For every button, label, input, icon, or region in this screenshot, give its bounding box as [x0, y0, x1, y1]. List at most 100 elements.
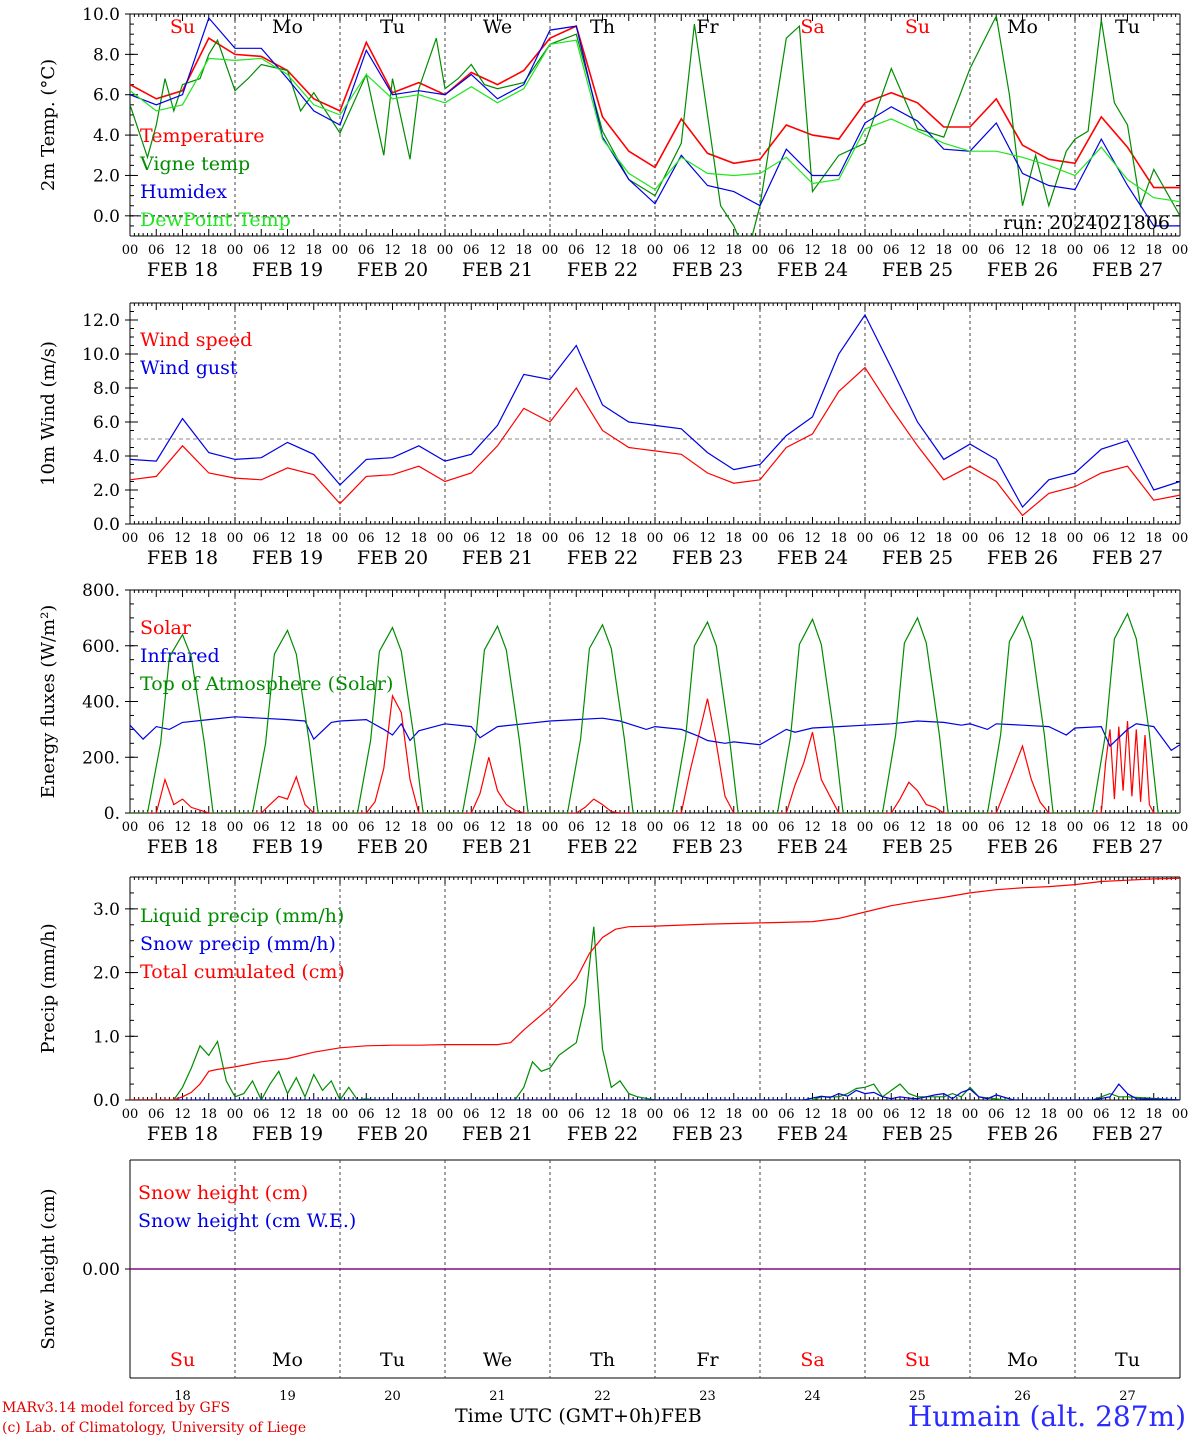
hour-tick-label: 00 — [122, 531, 139, 546]
hour-tick-label: 12 — [804, 531, 821, 546]
hour-tick-label: 18 — [1040, 531, 1057, 546]
day-number: 27 — [1119, 1389, 1136, 1404]
y-tick-label: 1.0 — [93, 1027, 120, 1047]
hour-tick-label: 18 — [830, 243, 847, 258]
hour-tick-label: 00 — [1067, 531, 1084, 546]
hour-tick-label: 18 — [935, 243, 952, 258]
y-tick-label: 600. — [82, 637, 120, 657]
date-label: FEB 21 — [462, 547, 533, 569]
hour-tick-label: 06 — [673, 243, 690, 258]
day-name: Mo — [1007, 1349, 1038, 1371]
hour-tick-label: 06 — [568, 531, 585, 546]
hour-tick-label: 06 — [148, 531, 165, 546]
hour-tick-label: 06 — [883, 531, 900, 546]
hour-tick-label: 12 — [174, 531, 191, 546]
date-label: FEB 27 — [1092, 1123, 1163, 1145]
hour-tick-label: 18 — [620, 531, 637, 546]
date-label: FEB 19 — [252, 1123, 323, 1145]
hour-tick-label: 00 — [437, 820, 454, 835]
hour-tick-label: 06 — [358, 243, 375, 258]
hour-tick-label: 06 — [358, 820, 375, 835]
hour-tick-label: 18 — [410, 1107, 427, 1122]
hour-tick-label: 00 — [647, 1107, 664, 1122]
hour-tick-label: 00 — [752, 820, 769, 835]
hour-tick-label: 18 — [515, 531, 532, 546]
hour-tick-label: 06 — [463, 531, 480, 546]
hour-tick-label: 18 — [1040, 820, 1057, 835]
date-label: FEB 24 — [777, 1123, 848, 1145]
day-name: Tu — [1115, 16, 1140, 38]
date-label: FEB 24 — [777, 836, 848, 858]
legend-entry: Humidex — [140, 181, 227, 203]
y-axis-label: 2m Temp. (°C) — [38, 59, 59, 191]
hour-tick-label: 18 — [305, 1107, 322, 1122]
hour-tick-label: 12 — [1119, 820, 1136, 835]
date-label: FEB 20 — [357, 547, 428, 569]
time-axis-label: Time UTC (GMT+0h)FEB — [455, 1405, 702, 1427]
hour-tick-label: 18 — [935, 820, 952, 835]
hour-tick-label: 18 — [620, 1107, 637, 1122]
hour-tick-label: 12 — [1014, 1107, 1031, 1122]
hour-tick-label: 00 — [857, 243, 874, 258]
series-line — [130, 716, 1180, 752]
series-line — [130, 16, 1180, 227]
hour-tick-label: 00 — [752, 531, 769, 546]
hour-tick-label: 12 — [489, 1107, 506, 1122]
hour-tick-label: 12 — [699, 531, 716, 546]
hour-tick-label: 12 — [489, 820, 506, 835]
hour-tick-label: 00 — [1172, 531, 1189, 546]
day-name: Tu — [380, 16, 405, 38]
date-label: FEB 25 — [882, 259, 953, 281]
hour-tick-label: 12 — [699, 820, 716, 835]
hour-tick-label: 00 — [647, 820, 664, 835]
hour-tick-label: 18 — [830, 1107, 847, 1122]
hour-tick-label: 12 — [804, 1107, 821, 1122]
date-label: FEB 21 — [462, 1123, 533, 1145]
hour-tick-label: 00 — [647, 531, 664, 546]
hour-tick-label: 00 — [857, 531, 874, 546]
hour-tick-label: 00 — [122, 820, 139, 835]
date-label: FEB 23 — [672, 836, 743, 858]
legend-entry: Total cumulated (cm) — [140, 961, 345, 983]
date-label: FEB 20 — [357, 259, 428, 281]
legend-entry: Snow height (cm) — [138, 1182, 308, 1204]
hour-tick-label: 12 — [909, 820, 926, 835]
hour-tick-label: 00 — [122, 243, 139, 258]
day-number: 26 — [1014, 1389, 1031, 1404]
y-tick-label: 0.0 — [93, 1091, 120, 1111]
y-tick-label: 10.0 — [82, 345, 120, 365]
hour-tick-label: 12 — [279, 1107, 296, 1122]
hour-tick-label: 06 — [988, 243, 1005, 258]
day-name: Th — [590, 1349, 615, 1371]
y-axis-label: 10m Wind (m/s) — [38, 341, 59, 486]
legend-entry: Snow height (cm W.E.) — [138, 1210, 356, 1232]
hour-tick-label: 00 — [1172, 243, 1189, 258]
hour-tick-label: 18 — [725, 243, 742, 258]
hour-tick-label: 12 — [384, 243, 401, 258]
hour-tick-label: 12 — [699, 1107, 716, 1122]
hour-tick-label: 12 — [594, 531, 611, 546]
hour-tick-label: 12 — [1119, 243, 1136, 258]
legend-entry: Solar — [140, 617, 192, 639]
hour-tick-label: 12 — [174, 1107, 191, 1122]
hour-tick-label: 18 — [305, 820, 322, 835]
hour-tick-label: 00 — [752, 1107, 769, 1122]
series-line — [130, 1083, 1180, 1100]
hour-tick-label: 06 — [463, 1107, 480, 1122]
day-number: 23 — [699, 1389, 716, 1404]
hour-tick-label: 00 — [227, 1107, 244, 1122]
day-name: Fr — [696, 16, 719, 38]
hour-tick-label: 18 — [200, 1107, 217, 1122]
day-name: Tu — [1115, 1349, 1140, 1371]
hour-tick-label: 12 — [594, 243, 611, 258]
day-number: 18 — [174, 1389, 191, 1404]
hour-tick-label: 06 — [673, 531, 690, 546]
date-label: FEB 26 — [987, 547, 1058, 569]
y-tick-label: 0.0 — [93, 515, 120, 535]
hour-tick-label: 00 — [227, 531, 244, 546]
hour-tick-label: 12 — [909, 1107, 926, 1122]
hour-tick-label: 18 — [1040, 1107, 1057, 1122]
hour-tick-label: 18 — [935, 1107, 952, 1122]
y-tick-label: 10.0 — [82, 5, 120, 25]
model-credit: MARv3.14 model forced by GFS — [2, 1400, 231, 1416]
